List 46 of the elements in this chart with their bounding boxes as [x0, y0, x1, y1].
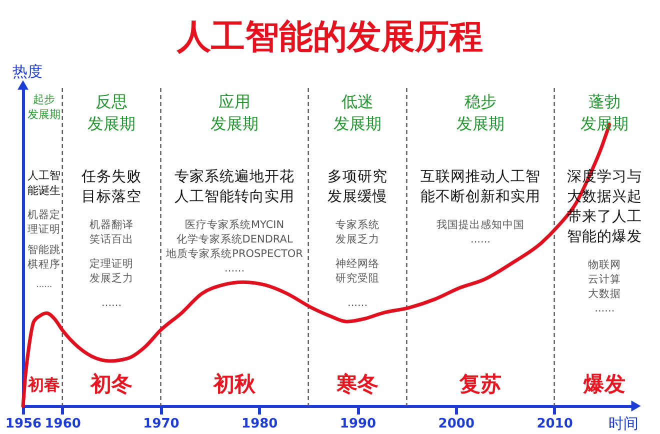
x-tick-label: 2000 [438, 416, 474, 432]
x-tick-label: 1980 [242, 416, 278, 432]
annotation: 我国提出感知中国 [436, 218, 524, 231]
annotation: 互联网推动人工智能不断创新和实用 [420, 168, 540, 205]
annotation: 神经网络研究受阻 [336, 257, 380, 284]
annotation: 低迷发展期 [334, 92, 382, 133]
annotation: ...... [470, 234, 491, 246]
annotation: 寒冬 [336, 372, 379, 396]
annotation: ...... [348, 297, 368, 309]
annotation: ...... [224, 262, 245, 274]
annotation: 化学专家系统DENDRAL [176, 232, 293, 246]
x-axis-title: 时间 [608, 414, 638, 432]
text: 起步发展期 [28, 93, 61, 121]
annotation: 定理证明发展乏力 [90, 257, 134, 284]
annotation: 智能跳棋程序 [28, 242, 61, 270]
annotation: ...... [594, 302, 615, 314]
annotation: ...... [36, 278, 52, 289]
annotation: 爆发 [582, 372, 626, 396]
annotation: 专家系统发展乏力 [336, 218, 380, 246]
annotation: 机器翻译笑话百出 [90, 218, 134, 246]
annotation: 机器定理证明 [28, 208, 61, 236]
x-tick-label: 2010 [536, 416, 573, 432]
x-tick-label: 1956 [5, 416, 42, 432]
x-tick-label: 1990 [340, 416, 376, 432]
annotation: 初春 [27, 375, 60, 394]
annotation: 应用发展期 [210, 92, 259, 133]
annotation: 大数据 [588, 287, 622, 300]
annotation: 稳步发展期 [456, 92, 504, 133]
annotation: 初冬 [90, 372, 133, 396]
annotation: 任务失败目标落空 [80, 168, 142, 205]
annotation: 复苏 [458, 372, 502, 396]
annotation: 专家系统遍地开花人工智能转向实用 [174, 168, 295, 205]
chart-title: 人工智能的发展历程 [176, 17, 483, 57]
annotation: 人工智能诞生 [28, 169, 61, 197]
y-axis-title: 热度 [12, 62, 42, 80]
annotation: ...... [102, 297, 122, 309]
annotation: 反思发展期 [88, 92, 136, 133]
annotation: 蓬勃发展期 [580, 92, 629, 133]
x-tick-label: 1960 [44, 416, 81, 432]
annotation: 地质专家系统PROSPECTOR [165, 247, 303, 260]
annotation: 医疗专家系统MYCIN [184, 218, 284, 231]
annotation: 初秋 [212, 372, 257, 396]
x-tick-label: 1970 [143, 416, 180, 432]
annotation: 物联网 [588, 259, 622, 271]
annotation: 云计算 [588, 272, 622, 286]
annotation: 多项研究发展缓慢 [328, 168, 388, 205]
